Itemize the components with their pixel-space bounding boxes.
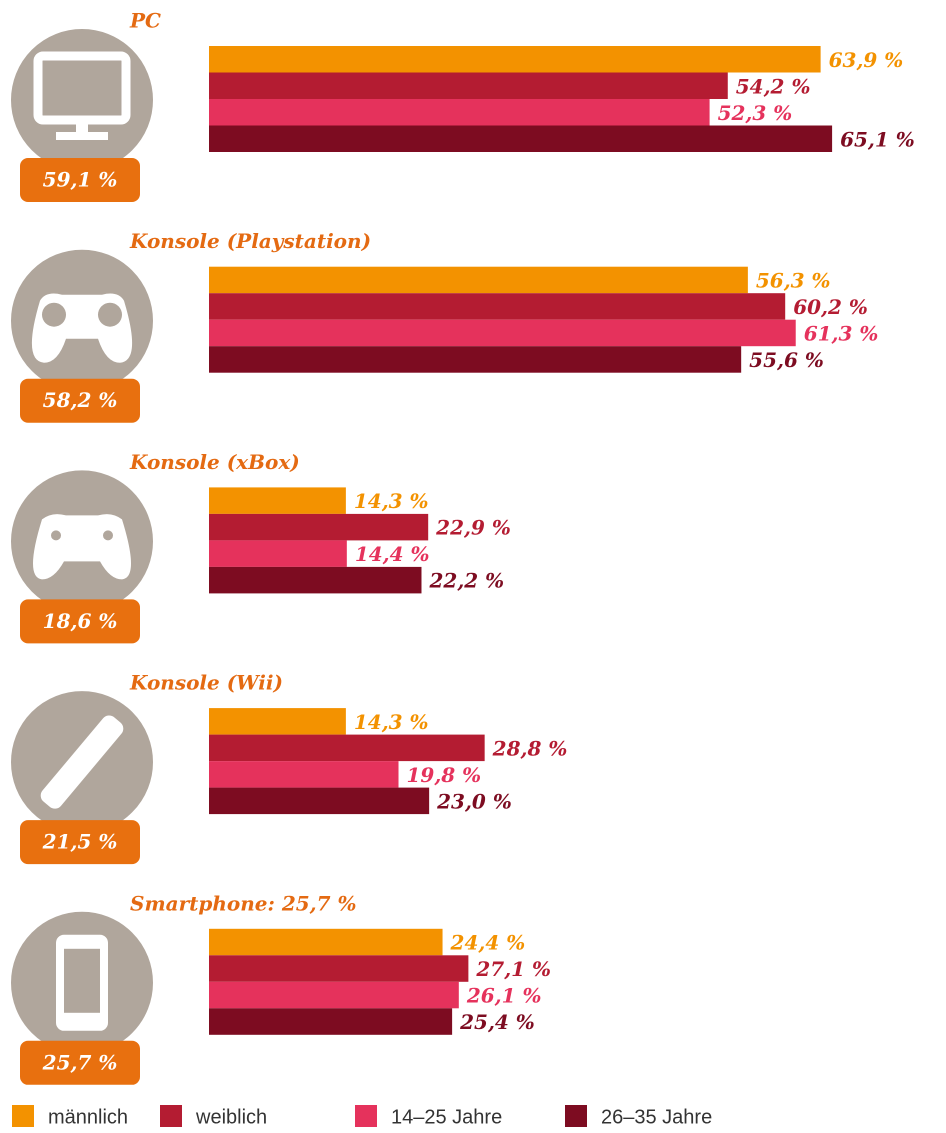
value-label: 60,2 % (793, 295, 868, 319)
value-label: 28,8 % (492, 736, 568, 760)
icon (33, 51, 131, 140)
icon-part (98, 302, 122, 327)
total-badge (20, 820, 140, 865)
legend-swatch (355, 1105, 377, 1127)
icon (40, 715, 124, 809)
total-badge (20, 1040, 140, 1085)
bar (209, 46, 821, 73)
bar (209, 955, 469, 982)
value-label: 56,3 % (756, 268, 831, 292)
bar (209, 1008, 453, 1035)
value-label: 65,1 % (840, 127, 915, 151)
value-label: 24,4 % (450, 931, 526, 955)
icon-part (64, 948, 100, 1013)
value-label: 14,4 % (355, 542, 430, 566)
legend-swatch (12, 1105, 34, 1127)
group-title: PC (129, 9, 161, 33)
icon-circle (5, 23, 159, 177)
value-label: 61,3 % (804, 321, 879, 345)
bar (209, 487, 346, 514)
bar (209, 513, 429, 541)
total-label: 25,7 % (42, 1050, 118, 1074)
legend-swatch (565, 1105, 587, 1127)
total-label: 58,2 % (43, 388, 118, 412)
icon-part (42, 302, 66, 327)
bar (209, 981, 459, 1009)
value-label: 26,1 % (466, 984, 542, 1008)
icon-part (56, 132, 108, 140)
icon (56, 934, 108, 1031)
bar (209, 266, 748, 294)
legend-label: männlich (48, 1106, 128, 1128)
icon-part (76, 120, 88, 134)
icon-part (103, 530, 113, 541)
bar (209, 761, 399, 788)
bar (209, 540, 347, 567)
group-title: Konsole (xBox) (129, 450, 300, 474)
legend-swatch (160, 1105, 182, 1127)
value-label: 14,3 % (354, 489, 429, 513)
icon (31, 293, 133, 363)
total-label: 59,1 % (43, 168, 118, 192)
value-label: 54,2 % (736, 74, 811, 98)
total-badge (20, 158, 140, 202)
group-title: Konsole (Playstation) (129, 229, 371, 253)
bar (209, 293, 786, 320)
bar (209, 72, 728, 99)
icon-part (51, 530, 61, 541)
value-label: 55,6 % (749, 348, 824, 372)
total-label: 18,6 % (43, 609, 118, 633)
bar (209, 125, 833, 152)
bar (209, 708, 346, 735)
bar (209, 566, 422, 594)
bar (209, 787, 430, 815)
value-label: 25,4 % (459, 1010, 535, 1034)
value-label: 52,3 % (718, 101, 793, 125)
total-badge (20, 599, 140, 644)
group-title: Smartphone: 25,7 % (130, 891, 357, 915)
group-title: Konsole (Wii) (129, 671, 283, 695)
value-label: 63,9 % (829, 48, 904, 72)
icon-part (33, 514, 131, 580)
value-label: 22,9 % (435, 516, 511, 540)
bar (209, 346, 742, 373)
bar (209, 734, 485, 762)
value-label: 19,8 % (407, 763, 482, 787)
bar (209, 319, 796, 347)
bar (209, 99, 710, 126)
legend-label: weiblich (195, 1106, 267, 1128)
legend-label: 14–25 Jahre (391, 1106, 502, 1128)
total-badge (20, 378, 140, 423)
icon-part (40, 715, 124, 809)
icon (33, 514, 131, 580)
value-label: 14,3 % (354, 710, 429, 734)
value-label: 22,2 % (428, 569, 504, 593)
value-label: 23,0 % (436, 789, 512, 813)
value-label: 27,1 % (475, 957, 551, 981)
legend-label: 26–35 Jahre (601, 1106, 712, 1128)
total-label: 21,5 % (42, 830, 118, 854)
bar (209, 928, 443, 956)
